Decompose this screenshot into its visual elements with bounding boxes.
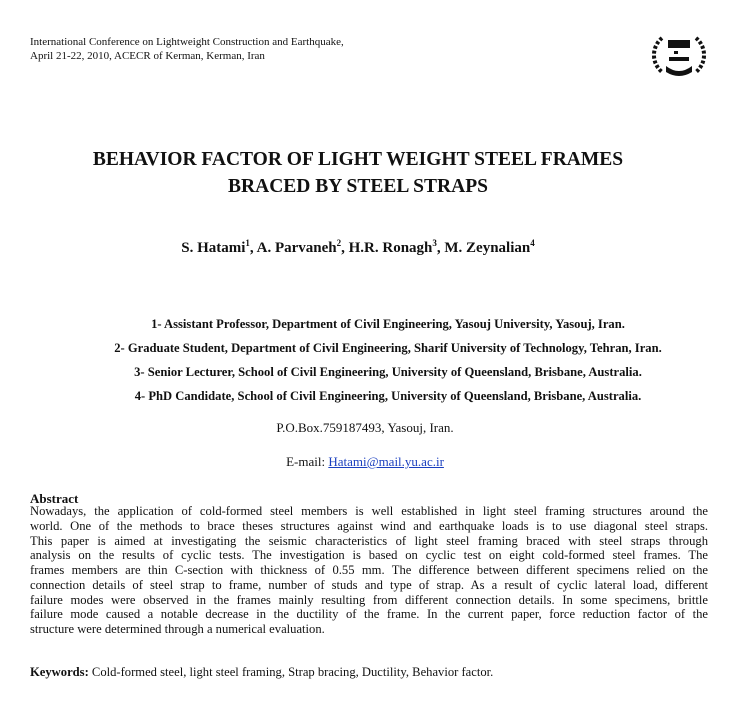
conference-header: International Conference on Lightweight … [30,35,344,63]
keywords: Keywords: Cold-formed steel, light steel… [30,665,493,680]
author-affiliation-number: 3 [432,238,437,248]
abstract-line: failure mode caused a notable decrease i… [30,607,708,622]
affiliation: 3- Senior Lecturer, School of Civil Engi… [134,365,642,379]
postal-address: P.O.Box.759187493, Yasouj, Iran. [276,420,454,435]
author: H.R. Ronagh [348,240,433,256]
author-affiliation-number: 1 [245,238,250,248]
author-list: S. Hatami1, A. Parvaneh2, H.R. Ronagh3, … [0,238,716,257]
title-line-1: BEHAVIOR FACTOR OF LIGHT WEIGHT STEEL FR… [92,149,624,170]
author-affiliation-number: 4 [530,238,535,248]
abstract-line: This paper is aimed at investigating the… [30,533,708,548]
affiliation: 1- Assistant Professor, Department of Ci… [151,317,625,331]
abstract-heading: Abstract [30,491,79,506]
abstract-line: connection details of steel strap to fra… [30,577,708,592]
affiliation: 4- PhD Candidate, School of Civil Engine… [134,389,642,403]
keywords-text: Cold-formed steel, light steel framing, … [88,665,494,679]
affiliation: 2- Graduate Student, Department of Civil… [114,341,662,355]
abstract-line: Nowadays, the application of cold-formed… [30,504,708,518]
author-separator: , [249,240,257,256]
email-label: E-mail: [286,454,329,469]
author: M. Zeynalian [444,240,531,256]
conference-name: International Conference on Lightweight … [30,36,344,48]
abstract-line: world. One of the methods to brace these… [30,518,708,533]
abstract-line: analysis on the results of cyclic tests.… [30,548,708,563]
keywords-label: Keywords: [30,665,89,679]
abstract-line: frames members are thin C-section with t… [30,563,708,577]
author: S. Hatami [181,240,246,256]
abstract-body: Nowadays, the application of cold-formed… [30,504,708,637]
author-separator: , [436,240,445,256]
paper-title: BEHAVIOR FACTOR OF LIGHT WEIGHT STEEL FR… [0,146,716,200]
email-line: E-mail: Hatami@mail.yu.ac.ir [0,454,730,470]
abstract-line: structure were determined through a nume… [30,622,325,636]
acecr-logo [652,36,706,76]
abstract-line: failure modes were observed in the frame… [30,592,708,607]
email-link[interactable]: Hatami@mail.yu.ac.ir [328,454,444,469]
author-affiliation-number: 2 [336,238,342,248]
author: A. Parvaneh [256,240,337,256]
conference-date-location: April 21-22, 2010, ACECR of Kerman, Kerm… [30,50,265,62]
author-separator: , [341,240,349,256]
title-line-2: BRACED BY STEEL STRAPS [228,176,488,197]
